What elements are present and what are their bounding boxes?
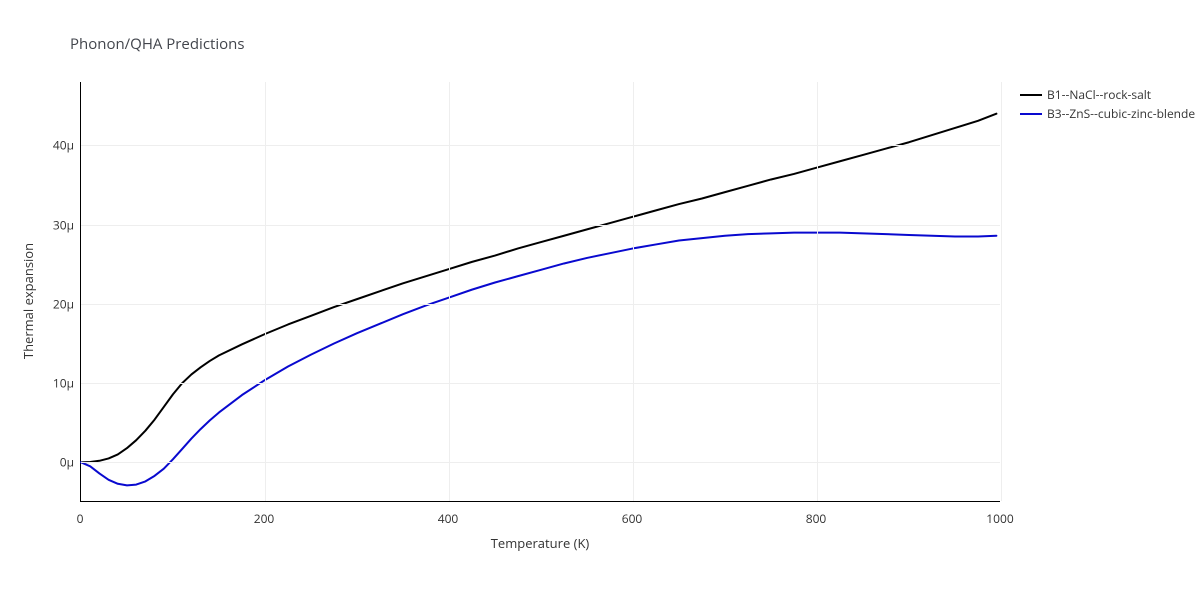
grid-line-h [81,225,1000,226]
legend-swatch [1020,113,1042,115]
x-tick: 800 [806,510,827,527]
plot-area [80,82,1000,502]
y-tick: 20μ [46,295,74,312]
x-axis-label: Temperature (K) [491,534,590,552]
y-tick: 30μ [46,216,74,233]
legend-item[interactable]: B3--ZnS--cubic-zinc-blende [1020,105,1195,122]
grid-line-h [81,383,1000,384]
x-tick: 1000 [986,510,1013,527]
legend: B1--NaCl--rock-salt B3--ZnS--cubic-zinc-b… [1020,86,1195,124]
y-tick: 10μ [46,375,74,392]
legend-item[interactable]: B1--NaCl--rock-salt [1020,86,1195,103]
y-tick: 0μ [46,454,74,471]
x-tick: 400 [438,510,459,527]
legend-swatch [1020,94,1042,96]
grid-line-h [81,304,1000,305]
y-axis-label: Thermal expansion [19,243,37,359]
x-tick: 0 [77,510,84,527]
x-tick: 200 [254,510,275,527]
series-line [81,114,996,463]
x-tick: 600 [622,510,643,527]
y-tick: 40μ [46,137,74,154]
chart-title: Phonon/QHA Predictions [70,34,245,54]
grid-line-h [81,462,1000,463]
grid-line-h [81,145,1000,146]
legend-label: B3--ZnS--cubic-zinc-blende [1047,105,1195,122]
chart-container: Phonon/QHA Predictions Temperature (K) T… [0,0,1200,600]
series-line [81,233,996,486]
grid-line-v [1001,82,1002,501]
legend-label: B1--NaCl--rock-salt [1047,86,1151,103]
